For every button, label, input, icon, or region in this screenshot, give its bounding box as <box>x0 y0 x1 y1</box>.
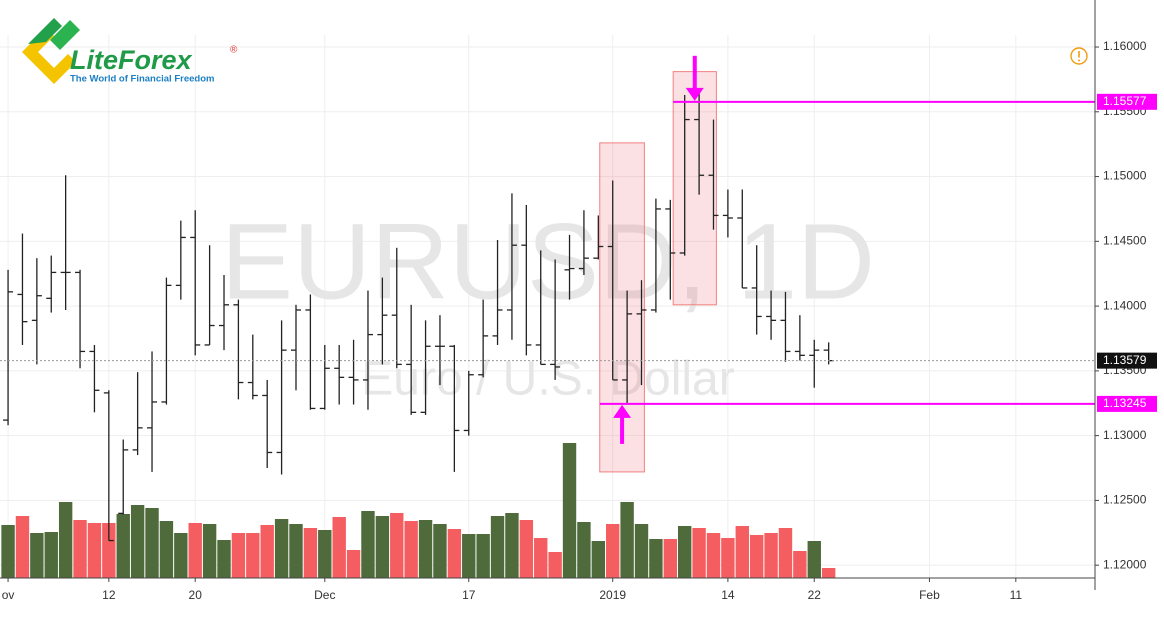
last-price-box <box>1097 352 1157 369</box>
x-tick-label: 20 <box>189 588 203 602</box>
volume-bar <box>591 541 606 578</box>
volume-bar <box>692 528 706 578</box>
volume-bar <box>303 528 318 578</box>
volume-bar <box>58 502 73 578</box>
volume-bar <box>346 550 361 578</box>
volume-bar <box>462 534 476 578</box>
volume-bar <box>174 533 188 578</box>
plot <box>0 71 1095 578</box>
y-tick-label: 1.15000 <box>1103 169 1147 183</box>
x-tick-label: 2019 <box>599 588 626 602</box>
watermark-subtitle: Euro / U.S. Dollar <box>361 353 734 406</box>
logo: LiteForex ® The World of Financial Freed… <box>22 18 238 85</box>
logo-icon <box>28 18 62 44</box>
volume-bar <box>375 516 390 578</box>
y-tick-label: 1.16000 <box>1103 39 1147 53</box>
watermark-title: EURUSD, 1D <box>221 201 875 322</box>
alert-dot <box>1078 59 1080 62</box>
y-tick-label: 1.14500 <box>1103 234 1147 248</box>
volume-bar <box>721 538 735 578</box>
volume-bar <box>778 528 793 578</box>
x-tick-label: Dec <box>314 588 335 602</box>
volume-bar <box>577 522 591 578</box>
alert-circle <box>1070 47 1088 65</box>
alert-icon <box>1070 47 1088 65</box>
volume-bar <box>361 511 375 578</box>
brand-name: LiteForex <box>70 45 193 75</box>
x-tick-label: Feb <box>919 588 940 602</box>
volume-bar <box>807 541 821 578</box>
x-tick-label: ov <box>2 588 15 602</box>
x-tick-label: 11 <box>1010 588 1023 602</box>
y-tick-label: 1.14000 <box>1103 298 1147 312</box>
y-tick-label: 1.12000 <box>1103 557 1147 571</box>
x-tick-label: 17 <box>462 588 476 602</box>
volume-bar <box>447 529 462 578</box>
x-tick-label: 12 <box>102 588 116 602</box>
volume-bar <box>548 552 562 578</box>
y-tick-label: 1.13000 <box>1103 428 1147 442</box>
brand-mark: ® <box>230 45 238 56</box>
volume-bar <box>30 533 44 578</box>
arrow-head <box>613 404 632 418</box>
volume-bar <box>404 521 418 578</box>
volume-bar <box>202 524 217 578</box>
brand-tagline: The World of Financial Freedom <box>70 74 214 85</box>
volume-bar <box>116 514 130 578</box>
volume-bar <box>145 508 159 578</box>
volume-bar <box>87 523 102 578</box>
volume-bar <box>620 502 634 578</box>
volume-bar <box>318 530 332 578</box>
volume-bar <box>159 521 174 578</box>
volume-bar <box>663 539 678 578</box>
level-label: 1.15577 <box>1103 94 1147 108</box>
x-tick-label: 22 <box>808 588 822 602</box>
volume-bar <box>102 523 116 578</box>
volume-bar <box>735 526 749 578</box>
volume-bar <box>505 513 519 578</box>
volume-bar <box>764 533 778 578</box>
x-tick-label: 14 <box>721 588 735 602</box>
volume-bar <box>606 524 620 578</box>
volume-bar <box>476 534 490 578</box>
volume-bar <box>390 513 404 578</box>
volume-bar <box>649 539 663 578</box>
logo-icon <box>50 20 80 50</box>
last-price-label: 1.13579 <box>1103 353 1147 367</box>
volume-bar <box>418 520 433 578</box>
volume-bar <box>332 517 346 578</box>
arrow-head <box>685 87 704 101</box>
volume-bar <box>188 523 202 578</box>
volume-bar <box>289 524 303 578</box>
volume-bar <box>534 538 548 578</box>
volume-bar <box>678 526 692 578</box>
volume-bar <box>749 535 764 578</box>
volume-bar <box>793 551 807 578</box>
volume-bar <box>130 505 145 578</box>
volume-bar <box>246 533 260 578</box>
level-box <box>1097 395 1157 412</box>
volume-bar <box>433 524 447 578</box>
volume-bar <box>706 533 721 578</box>
volume-bar <box>634 524 649 578</box>
volume-bar <box>821 568 836 578</box>
volume-bar <box>274 519 289 578</box>
volume-bar <box>231 533 246 578</box>
volume-bar <box>44 532 58 578</box>
highlight-zone <box>672 71 717 306</box>
y-tick-label: 1.12500 <box>1103 493 1147 507</box>
level-label: 1.13245 <box>1103 396 1147 410</box>
volume-bar <box>1 525 15 578</box>
volume-bar <box>260 525 274 578</box>
volume-bar <box>217 540 231 578</box>
volume-bar <box>73 520 87 578</box>
level-box <box>1097 93 1157 110</box>
volume-bar <box>15 516 30 578</box>
volume-bar <box>519 520 534 578</box>
volume-bar <box>562 443 577 578</box>
volume-bar <box>490 516 505 578</box>
